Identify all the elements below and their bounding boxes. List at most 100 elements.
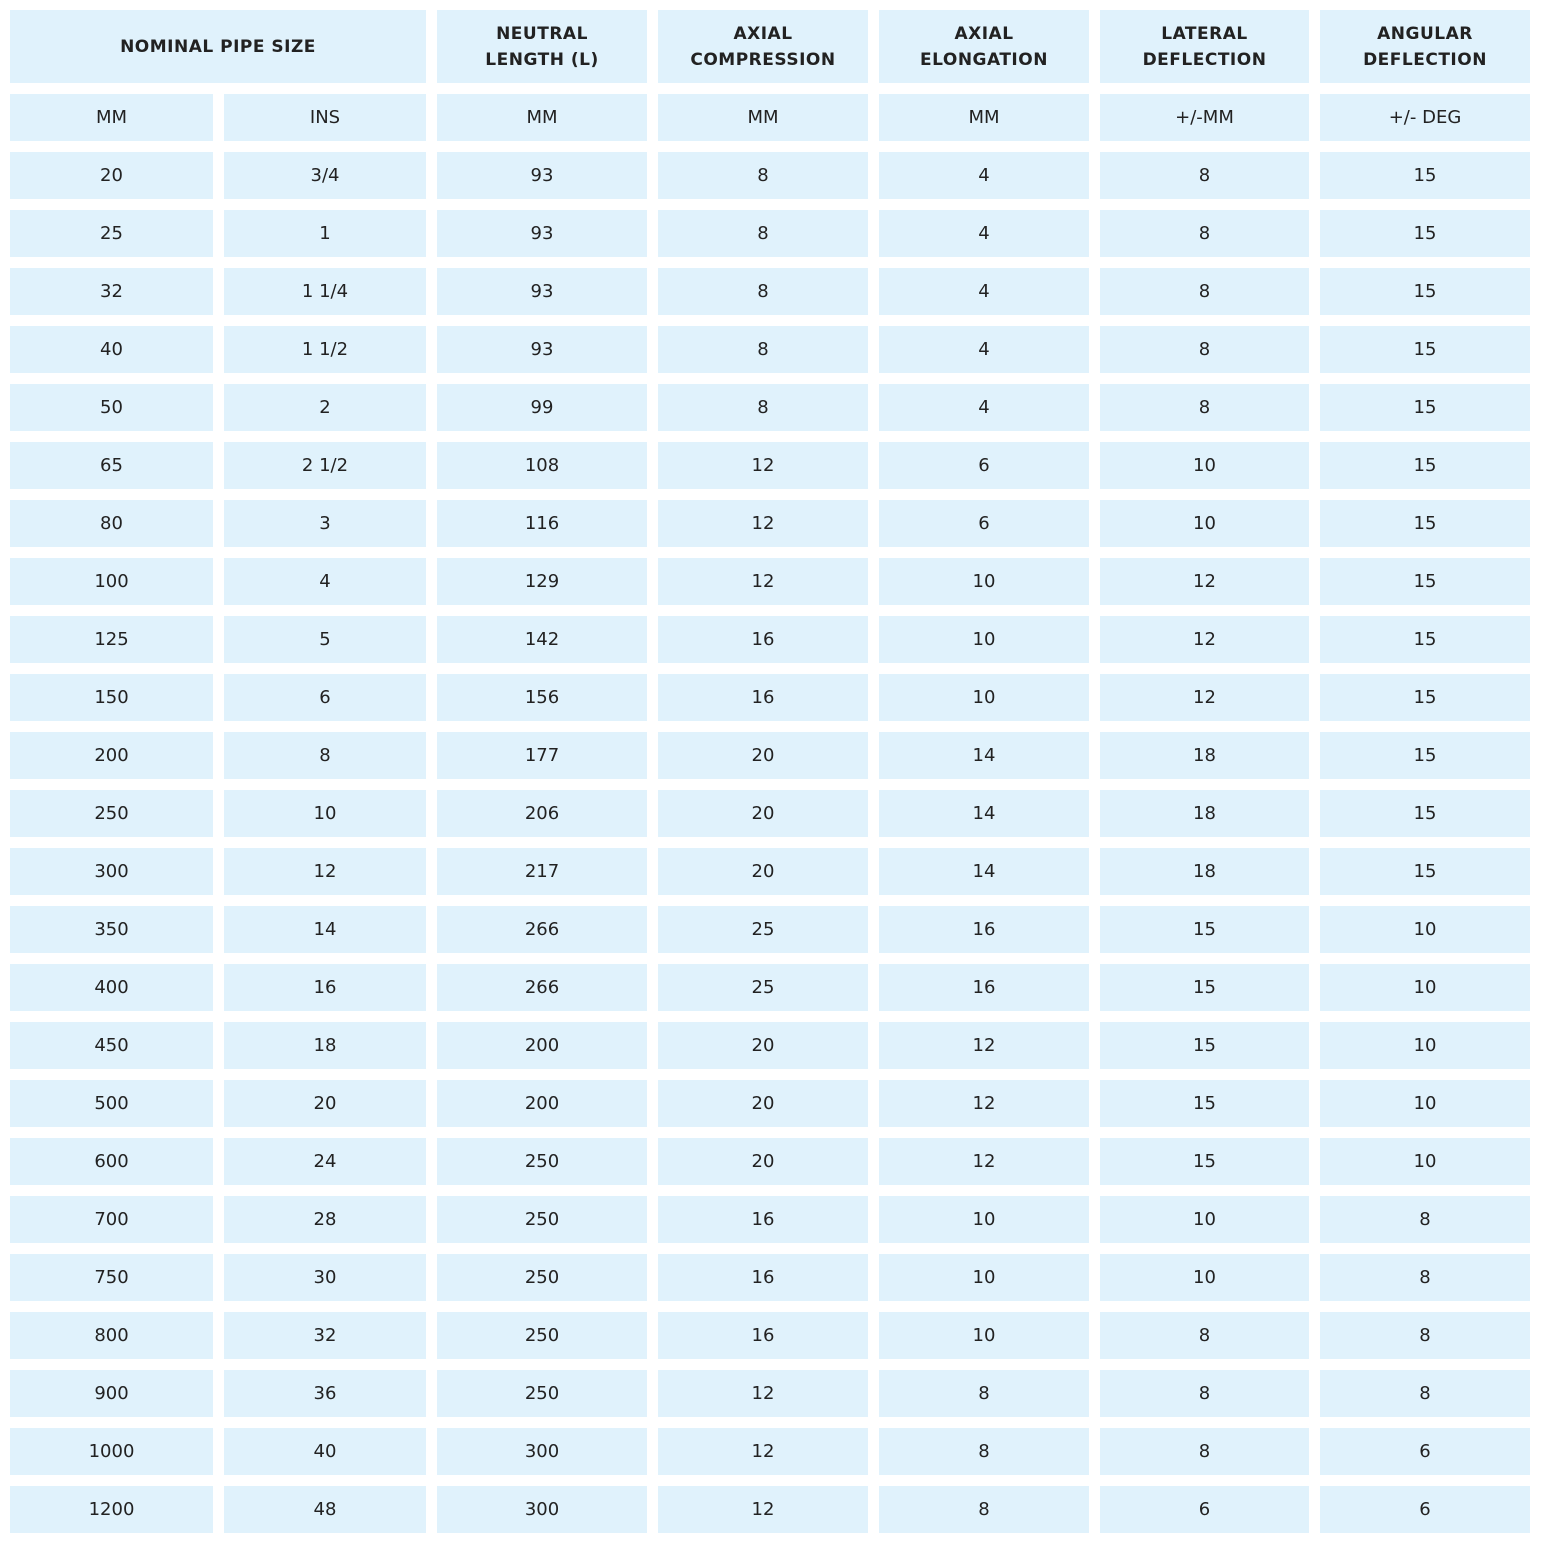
data-cell: 6 (224, 674, 426, 721)
data-cell: 12 (224, 848, 426, 895)
unit-cell: MM (658, 94, 868, 141)
data-cell: 8 (1100, 384, 1309, 431)
data-cell: 10 (879, 1196, 1089, 1243)
data-cell: 8 (658, 210, 868, 257)
data-cell: 1000 (10, 1428, 213, 1475)
data-cell: 8 (1100, 152, 1309, 199)
column-header: AXIAL COMPRESSION (658, 10, 868, 83)
data-cell: 16 (658, 1196, 868, 1243)
data-cell: 2 (224, 384, 426, 431)
column-header: NEUTRAL LENGTH (L) (437, 10, 647, 83)
header-line: DEFLECTION (1142, 49, 1267, 70)
data-cell: 12 (658, 442, 868, 489)
data-cell: 6 (1320, 1486, 1530, 1533)
data-cell: 8 (224, 732, 426, 779)
data-cell: 6 (1100, 1486, 1309, 1533)
data-cell: 8 (658, 152, 868, 199)
data-cell: 8 (879, 1486, 1089, 1533)
data-cell: 4 (879, 152, 1089, 199)
data-cell: 36 (224, 1370, 426, 1417)
data-cell: 50 (10, 384, 213, 431)
data-cell: 12 (879, 1080, 1089, 1127)
data-cell: 350 (10, 906, 213, 953)
data-cell: 400 (10, 964, 213, 1011)
data-cell: 25 (658, 964, 868, 1011)
data-cell: 15 (1320, 326, 1530, 373)
data-cell: 8 (1100, 268, 1309, 315)
data-cell: 200 (437, 1022, 647, 1069)
header-line: LATERAL (1161, 23, 1248, 44)
data-cell: 15 (1100, 1080, 1309, 1127)
data-cell: 12 (879, 1138, 1089, 1185)
data-cell: 1 1/4 (224, 268, 426, 315)
data-cell: 250 (437, 1138, 647, 1185)
header-line: AXIAL (733, 23, 793, 44)
data-cell: 15 (1320, 268, 1530, 315)
data-cell: 8 (1320, 1370, 1530, 1417)
data-cell: 20 (224, 1080, 426, 1127)
column-header: LATERAL DEFLECTION (1100, 10, 1309, 83)
data-cell: 20 (658, 1138, 868, 1185)
data-cell: 20 (658, 1022, 868, 1069)
data-cell: 4 (879, 210, 1089, 257)
unit-cell: +/-MM (1100, 94, 1309, 141)
data-cell: 16 (658, 1254, 868, 1301)
header-line: AXIAL (954, 23, 1014, 44)
data-cell: 15 (1320, 848, 1530, 895)
data-cell: 250 (437, 1370, 647, 1417)
column-header: AXIAL ELONGATION (879, 10, 1089, 83)
data-cell: 8 (879, 1370, 1089, 1417)
data-cell: 16 (658, 674, 868, 721)
data-cell: 15 (1100, 906, 1309, 953)
data-cell: 266 (437, 906, 647, 953)
data-cell: 10 (1100, 500, 1309, 547)
data-cell: 142 (437, 616, 647, 663)
data-cell: 250 (10, 790, 213, 837)
data-cell: 18 (1100, 732, 1309, 779)
data-cell: 12 (658, 500, 868, 547)
data-cell: 32 (10, 268, 213, 315)
data-cell: 99 (437, 384, 647, 431)
unit-cell: MM (437, 94, 647, 141)
data-cell: 600 (10, 1138, 213, 1185)
data-cell: 15 (1320, 384, 1530, 431)
data-cell: 8 (1100, 1428, 1309, 1475)
data-cell: 1 (224, 210, 426, 257)
data-cell: 8 (1100, 210, 1309, 257)
data-cell: 16 (879, 906, 1089, 953)
data-cell: 6 (879, 500, 1089, 547)
data-cell: 16 (658, 1312, 868, 1359)
data-cell: 8 (879, 1428, 1089, 1475)
data-cell: 4 (224, 558, 426, 605)
data-cell: 10 (879, 616, 1089, 663)
data-cell: 12 (1100, 674, 1309, 721)
data-cell: 15 (1320, 790, 1530, 837)
data-cell: 8 (1320, 1312, 1530, 1359)
data-cell: 14 (879, 790, 1089, 837)
data-cell: 10 (1320, 1138, 1530, 1185)
data-cell: 20 (10, 152, 213, 199)
data-cell: 12 (658, 1428, 868, 1475)
data-cell: 300 (10, 848, 213, 895)
group-header: NOMINAL PIPE SIZE (10, 10, 426, 83)
data-cell: 16 (224, 964, 426, 1011)
data-cell: 14 (224, 906, 426, 953)
data-cell: 150 (10, 674, 213, 721)
data-cell: 15 (1320, 442, 1530, 489)
data-cell: 15 (1320, 732, 1530, 779)
data-cell: 16 (879, 964, 1089, 1011)
data-cell: 116 (437, 500, 647, 547)
data-cell: 10 (879, 558, 1089, 605)
data-cell: 300 (437, 1486, 647, 1533)
data-cell: 300 (437, 1428, 647, 1475)
unit-cell: MM (879, 94, 1089, 141)
data-cell: 8 (658, 384, 868, 431)
data-cell: 4 (879, 384, 1089, 431)
data-cell: 12 (658, 1370, 868, 1417)
data-cell: 200 (437, 1080, 647, 1127)
data-cell: 1 1/2 (224, 326, 426, 373)
data-cell: 250 (437, 1312, 647, 1359)
data-cell: 18 (1100, 790, 1309, 837)
